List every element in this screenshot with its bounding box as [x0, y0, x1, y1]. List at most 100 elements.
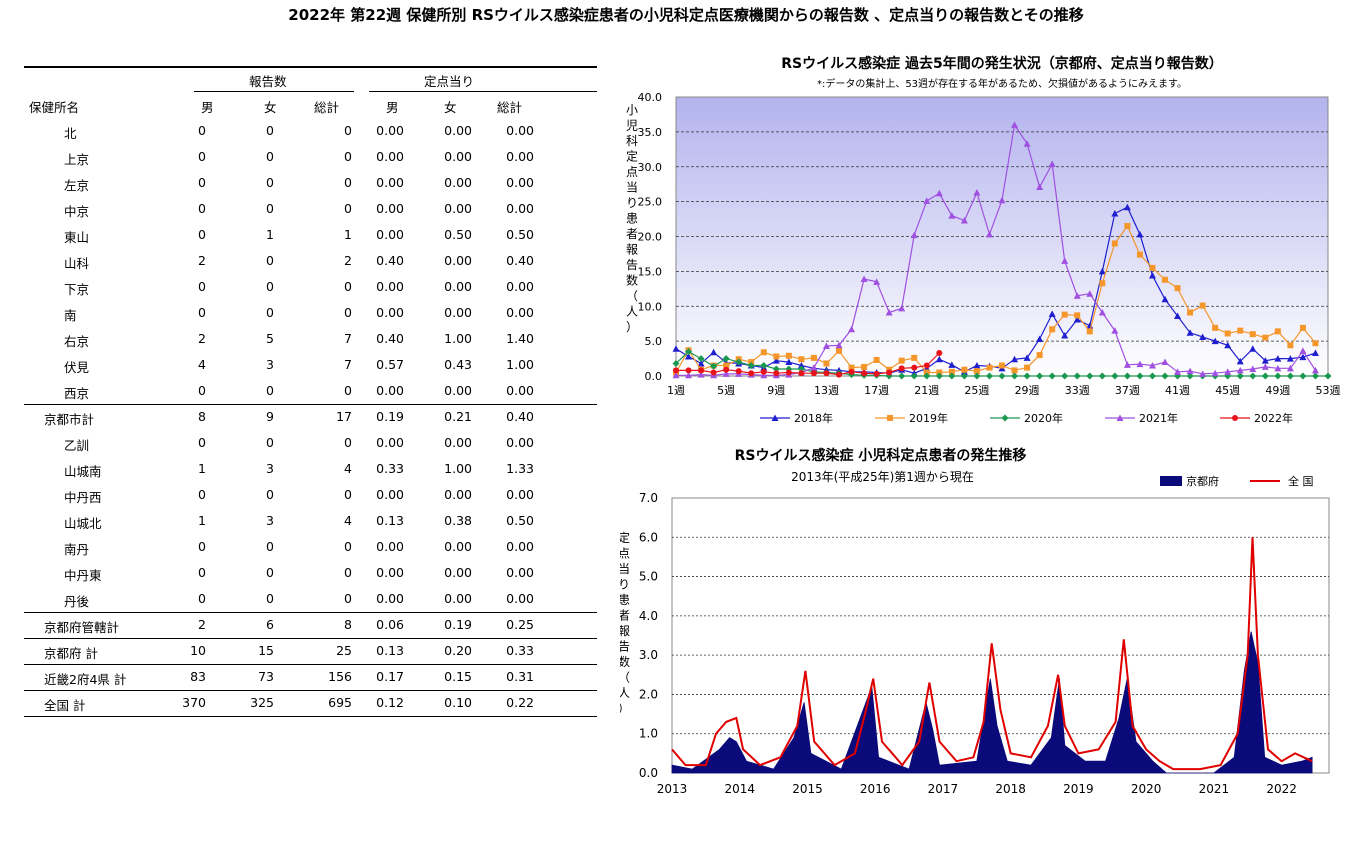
data-point — [1111, 209, 1119, 217]
cell-value: 0 — [266, 175, 274, 190]
table-row: 中京 0 0 0 0.00 0.00 0.00 — [24, 196, 597, 222]
data-point — [1048, 160, 1056, 167]
row-name: 全国 計 — [44, 698, 86, 713]
cell-value: 0.10 — [444, 695, 472, 710]
chart1-y-tick: 35.0 — [638, 126, 663, 139]
data-point — [886, 369, 893, 376]
data-point — [910, 231, 918, 239]
cell-value: 0.00 — [506, 305, 534, 320]
chart1-y-tick: 25.0 — [638, 196, 663, 209]
data-point — [1023, 354, 1031, 361]
cell-value: 0.00 — [506, 123, 534, 138]
row-name: 下京 — [64, 282, 90, 297]
chart2-plot-area — [671, 497, 1330, 774]
data-point — [1036, 183, 1044, 190]
cell-value: 0 — [198, 227, 206, 242]
cell-value: 0 — [198, 201, 206, 216]
table-row: 東山 0 1 1 0.00 0.50 0.50 — [24, 222, 597, 248]
data-point — [1048, 310, 1056, 317]
cell-value: 4 — [344, 513, 352, 528]
data-point — [1073, 316, 1081, 323]
data-point — [1099, 280, 1106, 287]
data-point — [685, 348, 693, 356]
data-point — [747, 362, 755, 370]
data-point — [785, 369, 792, 376]
chart1-x-tick: 37週 — [1115, 384, 1140, 397]
data-point — [885, 309, 893, 316]
chart2-subtitle: 2013年(平成25年)第1週から現在 — [791, 470, 974, 484]
chart2-x-tick: 2016 — [860, 782, 891, 796]
cell-value: 0 — [344, 201, 352, 216]
data-point — [1123, 361, 1131, 368]
data-point — [1236, 366, 1244, 374]
chart1-title: RSウイルス感染症 過去5年間の発生状況（京都府、定点当り報告数） — [781, 55, 1222, 72]
cell-value: 0.00 — [444, 279, 472, 294]
data-point — [760, 349, 767, 356]
data-point — [798, 370, 805, 377]
data-point — [772, 357, 780, 364]
data-point — [986, 364, 993, 371]
cell-value: 6 — [266, 617, 274, 632]
data-point — [1224, 368, 1232, 375]
legend-item: 2020年 — [990, 411, 1063, 425]
cell-value: 0.00 — [506, 565, 534, 580]
total-rule — [24, 404, 597, 405]
table-row: 南 0 0 0 0.00 0.00 0.00 — [24, 300, 597, 326]
cell-value: 3 — [266, 461, 274, 476]
data-point — [948, 361, 956, 368]
chart1-subtitle: *:データの集計上、53週が存在する年があるため、欠損値があるようにみえます。 — [817, 77, 1187, 90]
table-row: 山城南 1 3 4 0.33 1.00 1.33 — [24, 456, 597, 482]
cell-value: 0 — [344, 123, 352, 138]
table-row: 北 0 0 0 0.00 0.00 0.00 — [24, 118, 597, 144]
row-name: 中丹東 — [64, 568, 102, 583]
chart2-x-tick: 2018 — [995, 782, 1026, 796]
cell-value: 0.12 — [376, 695, 404, 710]
chart1-x-tick: 49週 — [1265, 384, 1290, 397]
data-point — [1187, 309, 1194, 316]
cell-value: 0.40 — [376, 253, 404, 268]
series-national-line — [671, 537, 1313, 771]
data-point — [1124, 223, 1131, 230]
table-row: 山城北 1 3 4 0.13 0.38 0.50 — [24, 508, 597, 534]
data-point — [1148, 272, 1156, 279]
cell-value: 83 — [190, 669, 206, 684]
data-point — [1049, 326, 1056, 333]
data-point — [785, 358, 793, 366]
cell-value: 0 — [198, 305, 206, 320]
cell-value: 0.00 — [376, 565, 404, 580]
cell-value: 0.00 — [444, 149, 472, 164]
cell-value: 0 — [266, 487, 274, 502]
cell-value: 0 — [266, 383, 274, 398]
cell-value: 0 — [344, 435, 352, 450]
data-point — [836, 347, 842, 354]
data-point — [948, 372, 956, 380]
data-point — [685, 367, 692, 374]
row-name: 南丹 — [64, 542, 90, 557]
series-line — [675, 206, 1316, 374]
data-point — [1324, 372, 1332, 380]
cell-value: 0 — [344, 383, 352, 398]
cell-value: 3 — [266, 513, 274, 528]
row-name: 乙訓 — [64, 438, 90, 453]
data-point — [1299, 324, 1306, 331]
data-point — [836, 371, 842, 378]
data-point — [672, 359, 680, 367]
cell-value: 0.40 — [506, 253, 534, 268]
chart2-x-tick: 2020 — [1131, 782, 1162, 796]
legend-label: 2021年 — [1139, 411, 1178, 425]
cell-value: 7 — [344, 331, 352, 346]
cell-value: 0 — [344, 565, 352, 580]
column-header: 総計 — [314, 100, 340, 115]
cell-value: 0.00 — [444, 201, 472, 216]
cell-value: 0.19 — [376, 409, 404, 424]
chart2-y-label-char: り — [620, 578, 630, 592]
data-point — [1236, 372, 1244, 380]
chart2-y-tick: 2.0 — [639, 687, 658, 701]
data-point — [911, 354, 918, 361]
data-point — [861, 363, 868, 370]
cell-value: 0.00 — [376, 123, 404, 138]
cell-value: 0.00 — [444, 123, 472, 138]
chart2-x-tick: 2017 — [928, 782, 959, 796]
data-point — [798, 356, 805, 363]
data-point — [1174, 312, 1182, 320]
